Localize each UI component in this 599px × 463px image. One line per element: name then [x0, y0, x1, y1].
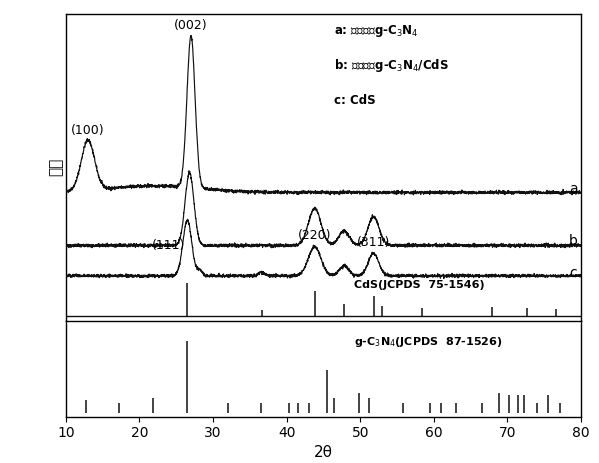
Text: (220): (220): [298, 229, 331, 242]
Text: g-C$_3$N$_4$(JCPDS  87-1526): g-C$_3$N$_4$(JCPDS 87-1526): [355, 335, 503, 349]
Text: b: b: [568, 234, 577, 249]
Text: (100): (100): [71, 124, 105, 137]
X-axis label: 2θ: 2θ: [314, 444, 333, 460]
Text: c: c: [570, 266, 577, 280]
Text: CdS(JCPDS  75-1546): CdS(JCPDS 75-1546): [355, 281, 485, 290]
Y-axis label: 强度: 强度: [48, 158, 63, 176]
Text: a: a: [568, 181, 577, 195]
Text: b: 二维超薄g-C$_3$N$_4$/CdS: b: 二维超薄g-C$_3$N$_4$/CdS: [334, 57, 449, 74]
Text: (002): (002): [174, 19, 208, 32]
Text: (111): (111): [152, 239, 185, 252]
Text: (311): (311): [357, 236, 390, 249]
Text: a: 二维超薄g-C$_3$N$_4$: a: 二维超薄g-C$_3$N$_4$: [334, 23, 418, 39]
Text: c: CdS: c: CdS: [334, 94, 376, 106]
